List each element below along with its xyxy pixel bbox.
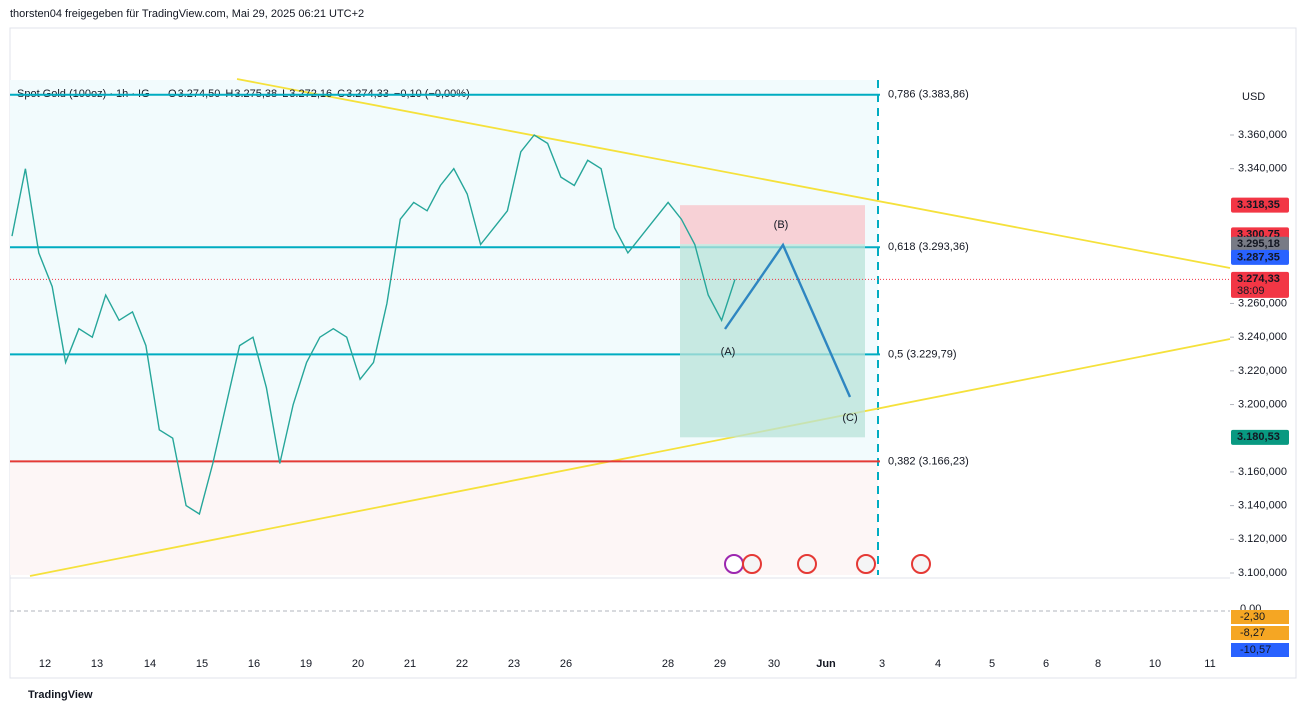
currency-button[interactable]: USD	[1242, 91, 1265, 103]
wave-path	[724, 242, 852, 398]
price-tag	[1231, 197, 1289, 213]
price-tick-label: 3.260,000	[1238, 297, 1287, 309]
price-tag-sub: 38:09	[1237, 285, 1265, 297]
price-tag-label: 3.318,35	[1237, 199, 1280, 211]
price-tag	[1231, 429, 1289, 445]
price-tag	[1231, 271, 1289, 298]
event-icons	[724, 554, 931, 574]
price-tick-label: 3.240,000	[1238, 331, 1287, 343]
date-label: 4	[935, 658, 941, 670]
date-label: 26	[560, 658, 572, 670]
date-label: Jun	[816, 658, 836, 670]
date-label: 10	[1149, 658, 1161, 670]
price-tag-label: 3.295,18	[1237, 238, 1280, 250]
price-tick-label: 3.340,000	[1238, 163, 1287, 175]
price-tick-label: 3.160,000	[1238, 466, 1287, 478]
price-tick-label: 3.100,000	[1238, 567, 1287, 579]
fib-label: 0,382 (3.166,23)	[888, 455, 969, 467]
date-label: 30	[768, 658, 780, 670]
date-label: 16	[248, 658, 260, 670]
wave-label: (B)	[774, 219, 789, 231]
price-tick-label: 3.360,000	[1238, 129, 1287, 141]
date-label: 13	[91, 658, 103, 670]
price-tag-label: 3.180,53	[1237, 431, 1280, 443]
price-tag-label: 3.287,35	[1237, 251, 1280, 263]
price-tick-label: 3.140,000	[1238, 500, 1287, 512]
price-tag	[1231, 236, 1289, 252]
trend-line-lower	[29, 338, 1231, 577]
header-author: thorsten04 freigegeben für TradingView.c…	[10, 8, 364, 20]
fib-label: 0,618 (3.293,36)	[888, 241, 969, 253]
price-tick-label: 3.200,000	[1238, 398, 1287, 410]
target-zone	[680, 244, 865, 438]
macd-label: -10,57	[1240, 644, 1271, 656]
date-label: 11	[1204, 658, 1215, 670]
price-tick-label: 3.120,000	[1238, 533, 1287, 545]
price-tick-label: 3.220,000	[1238, 365, 1287, 377]
price-tag-label: 3.274,33	[1237, 273, 1280, 285]
date-label: 3	[879, 658, 885, 670]
date-label: 19	[300, 658, 312, 670]
date-label: 14	[144, 658, 156, 670]
price-tag	[1231, 249, 1289, 265]
date-label: 29	[714, 658, 726, 670]
price-line	[11, 134, 736, 516]
macd-label: -2,30	[1240, 611, 1265, 623]
date-label: 28	[662, 658, 674, 670]
fib-label: 0,5 (3.229,79)	[888, 348, 957, 360]
footer-logo: TradingView	[28, 689, 93, 701]
fib-label: 0,786 (3.383,86)	[888, 89, 969, 101]
wave-label: (C)	[842, 412, 857, 424]
date-label: 8	[1095, 658, 1101, 670]
macd-label: -8,27	[1240, 627, 1265, 639]
date-label: 5	[989, 658, 995, 670]
date-label: 15	[196, 658, 208, 670]
date-label: 6	[1043, 658, 1049, 670]
stop-zone	[680, 205, 865, 245]
wave-label: (A)	[721, 346, 736, 358]
date-label: 22	[456, 658, 468, 670]
date-label: 20	[352, 658, 364, 670]
macd-tag	[1231, 626, 1289, 640]
date-label: 12	[39, 658, 51, 670]
macd-tag	[1231, 643, 1289, 657]
date-label: 23	[508, 658, 520, 670]
date-label: 21	[404, 658, 416, 670]
macd-tag	[1231, 610, 1289, 624]
trend-line-upper	[236, 78, 1231, 269]
